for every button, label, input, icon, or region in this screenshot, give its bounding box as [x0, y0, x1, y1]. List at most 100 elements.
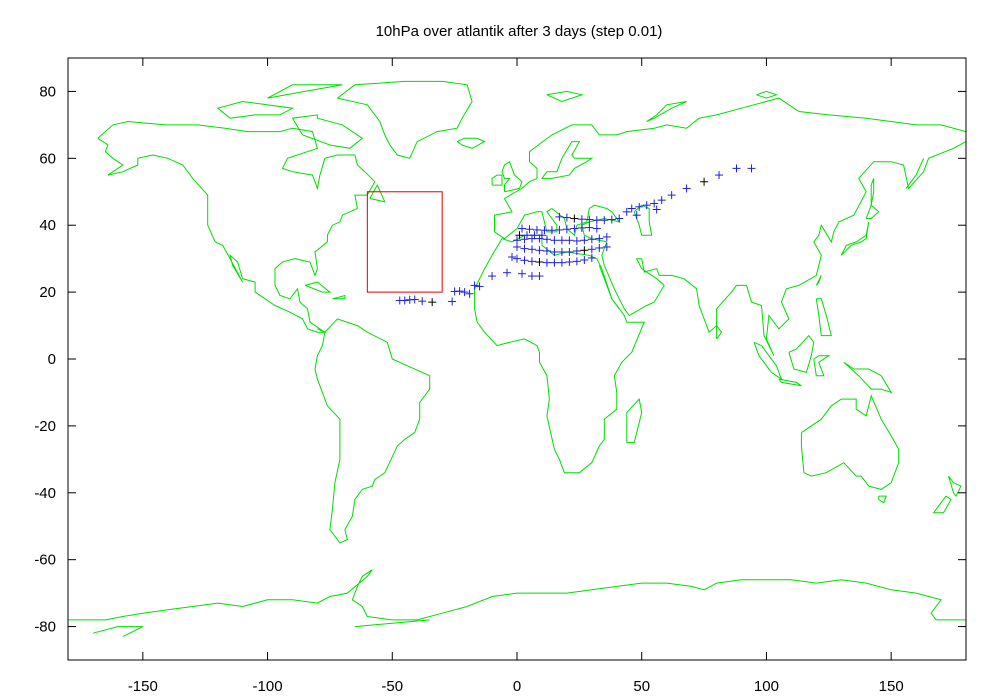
coastline-segment [314, 318, 431, 544]
particle-point [503, 268, 512, 277]
particle-point [602, 232, 611, 241]
particle-point [520, 235, 529, 244]
particle-point [652, 205, 661, 214]
coastline-segment [540, 141, 594, 179]
particle-point [627, 204, 636, 213]
x-tick-label: 150 [879, 678, 904, 695]
particle-point [522, 231, 531, 240]
coastline-segment [546, 90, 584, 103]
particle-point [732, 164, 741, 173]
coastline-segment [843, 361, 893, 394]
particle-point [400, 296, 409, 305]
particle-point [520, 244, 529, 253]
y-tick-label: 20 [39, 284, 56, 301]
particle-point [455, 287, 464, 296]
coastline-segment [646, 101, 687, 122]
particle-point [515, 231, 524, 240]
particle-point [488, 272, 497, 281]
particle-point [595, 234, 604, 243]
coastline-segment [756, 90, 778, 99]
coastline-segment [716, 324, 723, 340]
y-tick-label: 40 [39, 217, 56, 234]
particle-point [513, 236, 521, 245]
particle-point [580, 236, 589, 245]
coastline-segment [815, 275, 822, 286]
particle-point [600, 216, 609, 225]
particle-point [535, 272, 544, 281]
coastline-segment [788, 334, 815, 374]
particle-point [542, 258, 551, 267]
x-tick-label: 0 [513, 678, 521, 695]
particle-point [470, 281, 479, 290]
particle-point [632, 211, 641, 220]
particle-point [572, 236, 581, 245]
particle-point [550, 247, 559, 256]
x-tick-label: 50 [633, 678, 650, 695]
particle-point [508, 252, 517, 261]
particle-point [542, 235, 551, 244]
particle-point [555, 212, 564, 221]
coastline-segment [948, 475, 962, 498]
coastline-segment [92, 626, 144, 638]
coastline-segment [813, 355, 831, 377]
particle-point [527, 257, 536, 266]
coastline-segment [870, 178, 875, 206]
particle-point [428, 298, 437, 307]
particle-point [547, 226, 556, 235]
particle-point [410, 295, 419, 304]
x-tick-label: -100 [253, 678, 283, 695]
particle-point [667, 191, 676, 200]
particle-point [565, 236, 574, 245]
particle-point [585, 215, 594, 224]
particle-point [577, 215, 586, 224]
coastline-segment [332, 294, 346, 300]
coastline-segment [491, 174, 503, 186]
coastline-segment [474, 234, 645, 474]
particle-point [520, 256, 529, 265]
particle-point [585, 223, 594, 232]
coastline-segment [878, 495, 887, 504]
particle-point [607, 215, 616, 224]
x-tick-label: -150 [128, 678, 158, 695]
coastline-segment [456, 137, 486, 149]
particle-point [657, 196, 666, 205]
particle-point [700, 177, 709, 186]
particle-point [418, 297, 427, 306]
coastline-segment [97, 120, 376, 333]
particle-point [602, 242, 611, 251]
particle-point [587, 235, 596, 244]
particle-point [577, 223, 586, 232]
particle-point [557, 247, 566, 256]
particle-point [642, 201, 651, 210]
particle-point [562, 213, 571, 222]
particle-point [715, 171, 724, 180]
coastline-segment [67, 569, 967, 661]
coastline-segment [778, 378, 802, 387]
particle-point [513, 242, 521, 251]
particle-point [587, 245, 596, 254]
particle-point [530, 231, 539, 240]
x-axis-tick-labels: -150 -100 -50 0 50 100 150 [128, 678, 904, 695]
coastline-segment [865, 204, 880, 219]
particle-point [475, 282, 484, 291]
particle-point [525, 225, 534, 234]
particle-point [650, 199, 659, 208]
coastline-segment [337, 80, 473, 159]
y-axis-tick-labels: -80 -60 -40 -20 0 20 40 60 80 [34, 83, 56, 635]
y-tick-label: -40 [34, 485, 56, 502]
particle-point [465, 289, 474, 298]
particle-point [517, 269, 526, 278]
coastline-segment [626, 398, 643, 444]
coastline-segment [840, 221, 870, 256]
source-region-box [366, 191, 443, 293]
y-tick-label: 60 [39, 150, 56, 167]
chart-title: 10hPa over atlantik after 3 days (step 0… [376, 23, 663, 40]
particle-point [535, 258, 544, 267]
particle-point [580, 256, 589, 265]
particle-point [513, 254, 521, 263]
coastline-segment [905, 158, 925, 189]
particle-point [622, 207, 631, 216]
particle-point [535, 246, 544, 255]
particle-point [587, 253, 596, 262]
plot-frame [67, 57, 967, 661]
